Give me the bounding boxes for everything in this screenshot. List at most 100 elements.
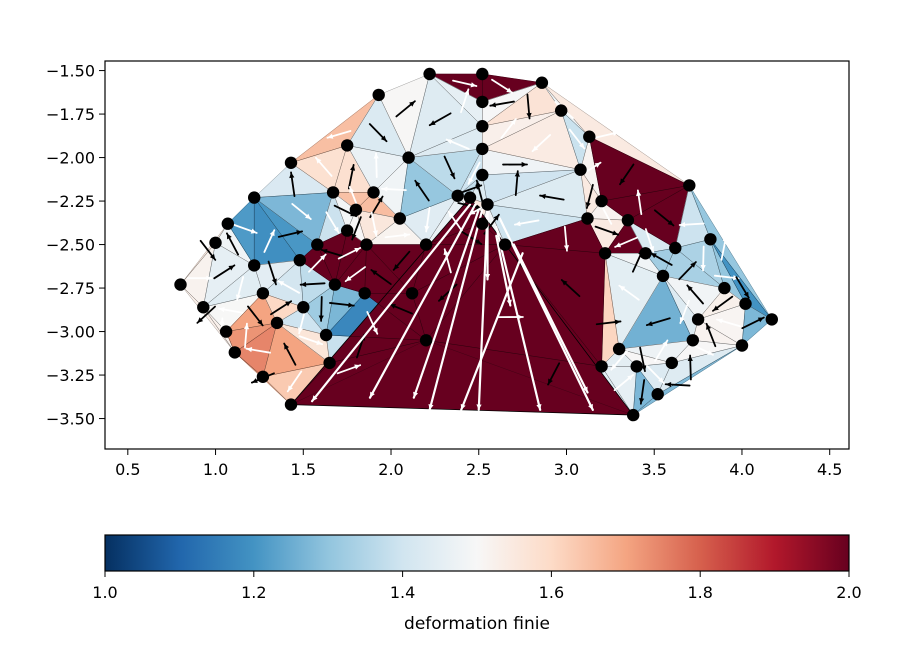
strain-arrow: [619, 163, 635, 186]
mesh-node: [630, 360, 643, 373]
mesh-node: [228, 346, 241, 359]
strain-arrow: [568, 128, 586, 150]
mesh-node: [535, 76, 549, 89]
mesh-node: [270, 316, 284, 330]
strain-arrow: [678, 261, 697, 281]
strain-arrow: [289, 171, 296, 198]
strain-arrow: [428, 112, 452, 127]
strain-arrow: [226, 232, 240, 256]
strain-arrow: [344, 266, 366, 283]
mesh-node: [319, 328, 333, 342]
mesh-node: [595, 360, 608, 373]
mesh-node: [419, 334, 433, 347]
mesh-node: [393, 212, 406, 225]
strain-arrow: [512, 243, 589, 394]
strain-arrow: [310, 203, 472, 403]
strain-arrow: [320, 248, 346, 258]
colorbar-label: deformation finie: [404, 614, 550, 634]
colorbar-tick-label: 1.0: [92, 583, 117, 602]
strain-arrow: [270, 300, 293, 316]
strain-arrow: [678, 222, 705, 228]
strain-arrow: [495, 234, 512, 307]
x-tick-label: 4.5: [817, 460, 842, 479]
strain-arrow: [370, 211, 378, 237]
y-tick-label: −1.50: [46, 62, 95, 81]
colorbar-tick-label: 1.2: [241, 583, 266, 602]
strain-arrow: [247, 305, 264, 327]
strain-arrow: [653, 209, 675, 227]
plot-area: [174, 67, 778, 422]
x-axis: 0.5 1.0 1.5 2.0 2.5 3.0 3.5 4.0 4.5: [115, 449, 842, 479]
strain-arrow: [700, 245, 706, 272]
mesh-node: [419, 238, 433, 251]
x-tick-label: 1.5: [291, 460, 316, 479]
strain-arrow: [646, 364, 665, 384]
mesh-node: [248, 191, 261, 204]
mesh-node: [451, 189, 464, 202]
strain-arrow: [649, 252, 673, 266]
mesh-node: [476, 217, 489, 230]
mesh-node: [555, 104, 568, 117]
x-tick-label: 3.5: [641, 460, 666, 479]
strain-arrow: [491, 78, 514, 94]
mesh-node: [735, 339, 749, 352]
strain-arrow: [460, 88, 470, 114]
strain-arrow: [336, 364, 362, 375]
y-tick-label: −3.50: [46, 410, 95, 429]
colorbar-tick-label: 1.6: [539, 583, 564, 602]
mesh-node: [574, 163, 587, 176]
y-axis: −1.50 −1.75 −2.00 −2.25 −2.50 −2.75 −3.00 −3.25…: [46, 62, 105, 429]
strain-arrow: [368, 203, 477, 399]
strain-arrow: [585, 183, 594, 209]
mesh-node: [639, 247, 652, 260]
y-tick-label: −3.25: [46, 366, 95, 385]
strain-arrow: [186, 275, 213, 281]
strain-arrow: [664, 381, 691, 388]
colorbar-tick-label: 2.0: [836, 583, 861, 602]
mesh-edge: [332, 191, 357, 232]
strain-arrow: [475, 179, 484, 205]
strain-arrow: [741, 316, 765, 330]
y-tick-label: −2.75: [46, 279, 95, 298]
strain-arrow: [495, 226, 542, 411]
strain-arrow: [526, 93, 532, 120]
x-tick-label: 1.0: [203, 460, 228, 479]
strain-arrow: [395, 100, 416, 118]
mesh-node: [256, 287, 270, 300]
x-tick-label: 3.0: [554, 460, 579, 479]
y-tick-label: −2.25: [46, 192, 95, 211]
mesh-node: [704, 233, 717, 246]
mesh-node: [328, 278, 342, 291]
strain-arrow: [243, 322, 250, 349]
strain-arrow: [384, 232, 411, 239]
mesh-node: [718, 281, 731, 295]
strain-arrow: [720, 235, 728, 261]
mesh-edges: [180, 73, 773, 416]
strain-arrow: [291, 203, 312, 220]
strain-arrow: [500, 118, 517, 139]
mesh-node: [311, 238, 324, 251]
strain-arrow: [299, 281, 326, 287]
y-tick-label: −3.00: [46, 323, 95, 342]
mesh-node: [256, 370, 270, 383]
mesh-edge: [290, 340, 427, 405]
strain-arrow: [498, 217, 594, 411]
mesh-node: [621, 214, 635, 227]
mesh-node: [612, 342, 626, 356]
strain-arrow: [514, 219, 540, 227]
mesh-node: [323, 356, 336, 370]
strain-arrow: [686, 284, 704, 305]
strain-arrow: [560, 279, 581, 298]
mesh-node: [367, 186, 380, 199]
mesh-node: [665, 356, 678, 370]
strain-arrow: [392, 250, 411, 271]
strain-arrow: [687, 354, 693, 381]
mesh-node: [221, 217, 234, 230]
strain-arrow: [199, 239, 217, 261]
strain-arrow: [318, 296, 324, 322]
mesh-node: [358, 287, 371, 300]
strain-arrow: [218, 306, 244, 314]
strain-arrow: [502, 161, 528, 168]
strain-arrow: [326, 130, 352, 139]
mesh-node: [481, 198, 494, 211]
